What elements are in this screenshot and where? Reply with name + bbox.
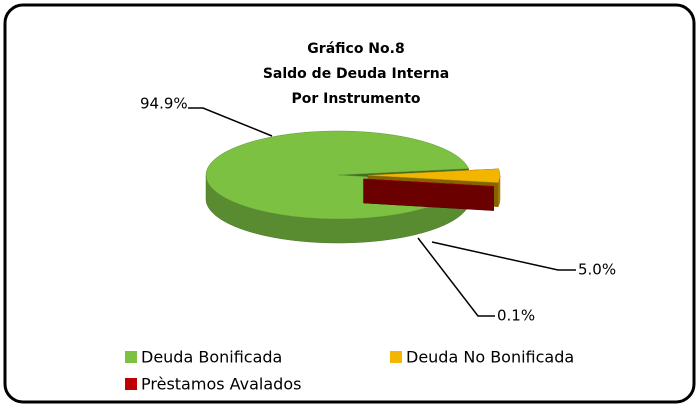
leader-line (417, 237, 495, 317)
chart-title: Por Instrumento (291, 91, 420, 107)
data-label: 5.0% (578, 261, 616, 279)
data-label: 94.9% (140, 95, 188, 113)
legend-swatch (125, 378, 137, 390)
legend-swatch (390, 351, 402, 363)
data-label: 0.1% (497, 307, 535, 325)
chart-title: Saldo de Deuda Interna (263, 66, 449, 82)
leader-line (188, 107, 273, 137)
legend-label: Deuda No Bonificada (406, 348, 574, 367)
legend-label: Deuda Bonificada (141, 348, 282, 367)
leader-line (431, 241, 576, 271)
chart-title: Gráfico No.8 (307, 41, 404, 57)
slice (363, 178, 495, 187)
legend-swatch (125, 351, 137, 363)
slice (367, 168, 501, 183)
legend-label: Prèstamos Avalados (141, 375, 301, 394)
